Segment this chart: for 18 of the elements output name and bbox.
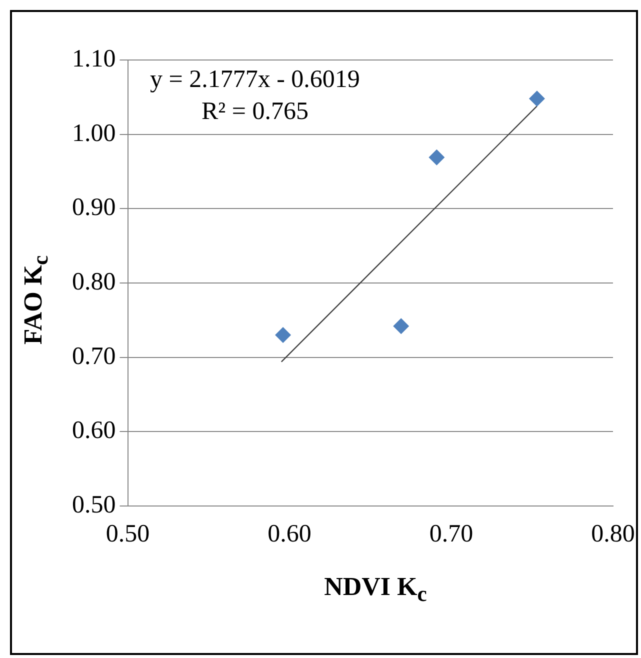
x-tick-label: 0.60	[268, 520, 312, 548]
y-tick-label: 1.00	[72, 120, 116, 147]
y-tick-label: 0.80	[72, 268, 116, 296]
y-tick-label: 1.10	[72, 46, 116, 73]
annotation: y = 2.1777x - 0.6019	[150, 66, 360, 93]
y-tick-label: 0.90	[72, 194, 116, 222]
x-tick-label: 0.70	[429, 520, 474, 548]
x-tick-label: 0.50	[106, 520, 150, 548]
point	[393, 318, 410, 334]
x-tick-label: 0.80	[591, 520, 635, 548]
x-axis-title: NDVI K$_{c}$	[323, 572, 428, 608]
point	[275, 327, 292, 344]
annotation: R² = 0.765	[201, 98, 308, 125]
y-tick-label: 0.50	[72, 492, 116, 519]
point	[428, 149, 445, 166]
point	[528, 90, 545, 107]
y-tick-label: 0.60	[72, 417, 116, 444]
y-tick-label: 0.70	[72, 342, 116, 370]
